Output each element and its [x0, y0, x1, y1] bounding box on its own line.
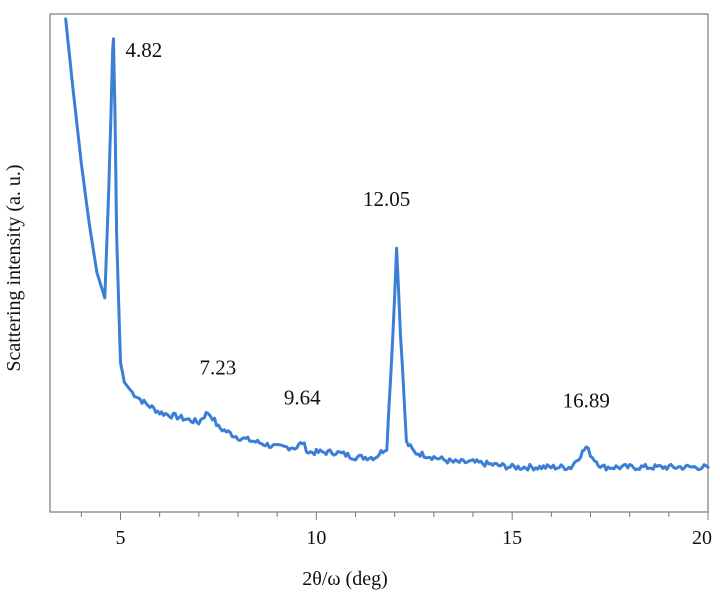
peak-label: 4.82: [125, 38, 162, 62]
x-axis-label: 2θ/ω (deg): [302, 568, 388, 590]
x-tick-labels: 5 10 15 20: [116, 527, 713, 549]
y-axis-label: Scattering intensity (a. u.): [3, 164, 25, 371]
peak-labels: 4.82 7.23 9.64 12.05 16.89: [125, 38, 609, 412]
peak-label: 9.64: [284, 385, 321, 409]
x-tick-label: 15: [502, 527, 522, 549]
x-tick-label: 10: [306, 527, 326, 549]
x-tick-label: 5: [116, 527, 126, 549]
peak-label: 12.05: [363, 187, 410, 211]
peak-label: 7.23: [199, 355, 236, 379]
series-line: [64, 17, 710, 472]
plot-frame: [49, 13, 709, 513]
x-ticks: [80, 512, 709, 520]
x-tick-label: 20: [692, 527, 712, 549]
peak-label: 16.89: [563, 388, 610, 412]
